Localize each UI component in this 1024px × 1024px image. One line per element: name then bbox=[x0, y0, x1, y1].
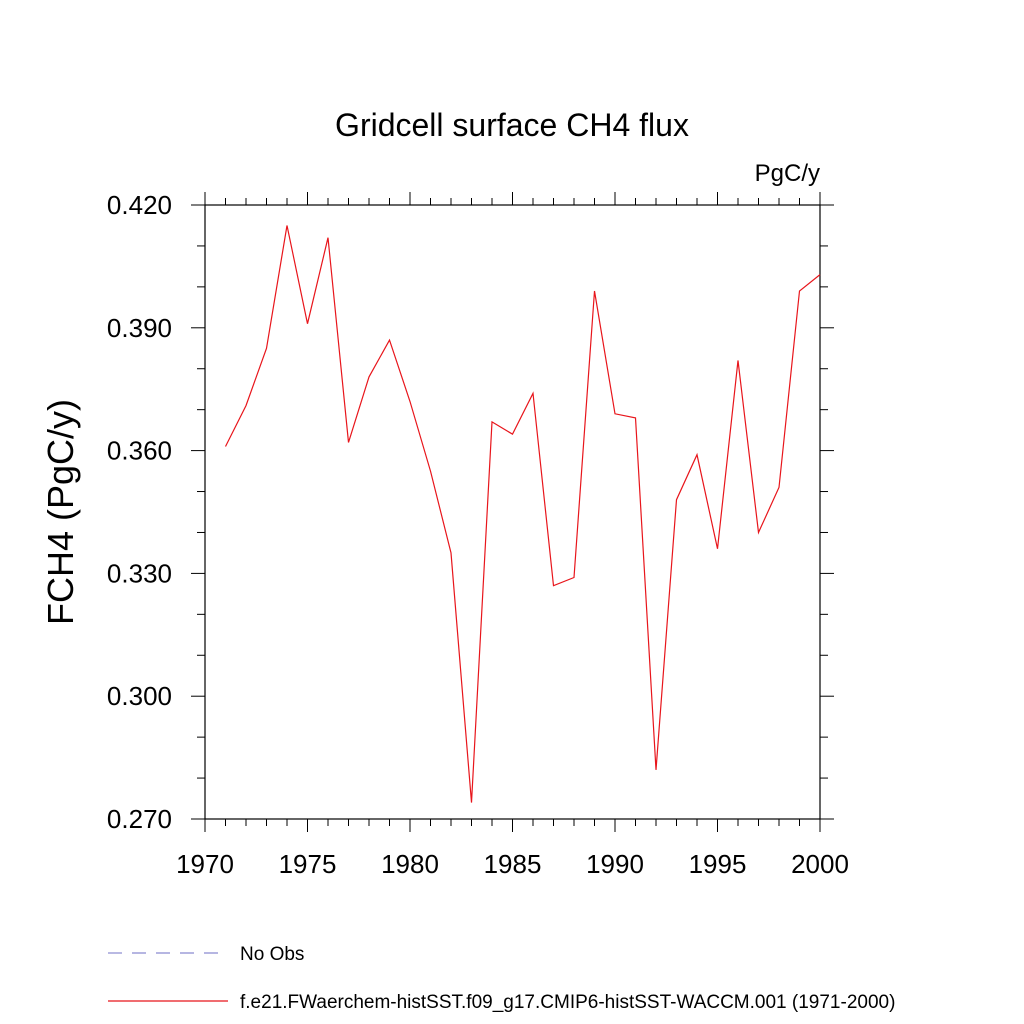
legend-label: No Obs bbox=[240, 944, 304, 965]
series-line bbox=[224, 225, 821, 803]
y-tick-label: 0.300 bbox=[107, 681, 172, 711]
legend: No Obs f.e21.FWaerchem-histSST.f09_g17.CM… bbox=[108, 944, 895, 1013]
y-tick-label: 0.390 bbox=[107, 313, 172, 343]
x-tick-label: 2000 bbox=[791, 849, 849, 879]
x-tick-label: 1990 bbox=[586, 849, 644, 879]
x-tick-label: 1995 bbox=[689, 849, 747, 879]
units-label: PgC/y bbox=[755, 160, 820, 187]
plot-frame bbox=[204, 204, 821, 820]
y-tick-label: 0.270 bbox=[107, 804, 172, 834]
y-tick-label: 0.420 bbox=[107, 190, 172, 220]
plot-axes: 1970 1975 1980 1985 1990 1995 2000 0.270 0.300 0.… bbox=[107, 190, 849, 879]
y-tick-label: 0.330 bbox=[107, 558, 172, 588]
x-tick-label: 1980 bbox=[381, 849, 439, 879]
x-tick-label: 1975 bbox=[279, 849, 337, 879]
x-tick-label: 1985 bbox=[484, 849, 542, 879]
chart-title: Gridcell surface CH4 flux bbox=[335, 107, 689, 143]
y-tick-label: 0.360 bbox=[107, 436, 172, 466]
legend-label: f.e21.FWaerchem-histSST.f09_g17.CMIP6-hi… bbox=[240, 992, 895, 1013]
y-axis-label: FCH4 (PgC/y) bbox=[40, 399, 81, 625]
series-layer bbox=[224, 225, 821, 803]
x-tick-label: 1970 bbox=[176, 849, 234, 879]
